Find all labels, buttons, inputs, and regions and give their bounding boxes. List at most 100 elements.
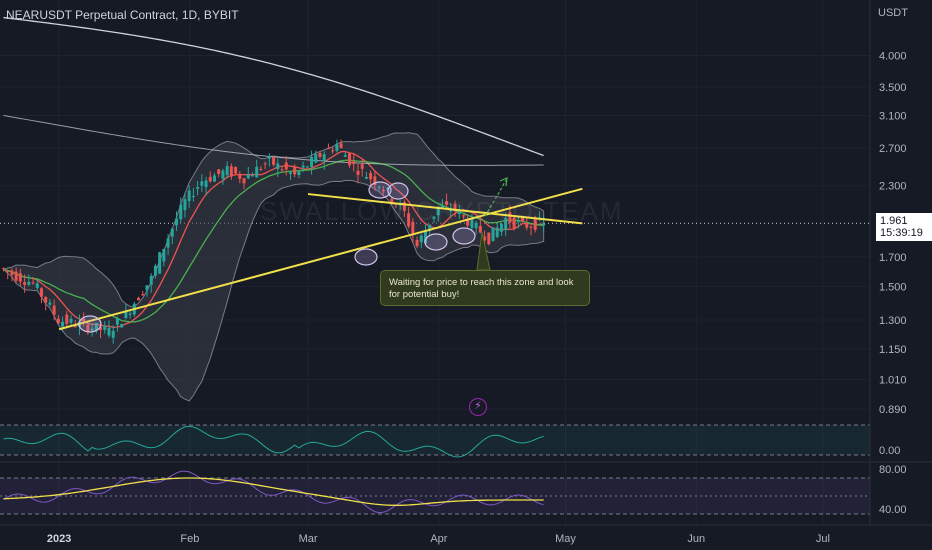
candle xyxy=(65,310,69,329)
candle xyxy=(31,276,35,285)
candle xyxy=(466,214,470,228)
x-tick-label: May xyxy=(555,533,576,545)
candle xyxy=(381,185,385,196)
candle xyxy=(407,206,411,229)
candle xyxy=(457,204,461,220)
touch-markers xyxy=(78,181,476,333)
candle xyxy=(145,285,149,297)
candle xyxy=(27,274,31,287)
indicator1-zone xyxy=(0,425,870,455)
candle xyxy=(326,143,330,149)
touch-marker xyxy=(368,181,392,199)
candle xyxy=(322,151,326,170)
candle xyxy=(44,296,48,311)
candle xyxy=(90,323,94,337)
candle xyxy=(137,296,141,301)
candle xyxy=(200,174,204,192)
candle xyxy=(94,322,98,334)
candle xyxy=(310,150,314,175)
watermark: SWALLOW CRYPTO TEAM xyxy=(260,196,624,226)
y-tick-label: 2.300 xyxy=(879,181,907,193)
candle xyxy=(246,166,250,180)
candle xyxy=(234,166,238,175)
x-tick-label: Apr xyxy=(430,533,447,545)
candle xyxy=(69,315,73,327)
candle xyxy=(487,232,491,246)
trendlines xyxy=(58,177,583,331)
x-tick-label: Jun xyxy=(687,533,705,545)
candle xyxy=(229,163,233,180)
candle xyxy=(478,219,482,234)
candle xyxy=(516,216,520,229)
x-tick-label: 2023 xyxy=(47,533,71,545)
candle xyxy=(250,172,254,177)
candle xyxy=(276,158,280,178)
candle xyxy=(259,166,263,172)
candle xyxy=(512,216,516,231)
y-tick-label: 2.700 xyxy=(879,143,907,155)
touch-marker xyxy=(354,248,378,266)
candle xyxy=(474,220,478,235)
candle xyxy=(255,159,259,178)
annotation-note[interactable]: Waiting for price to reach this zone and… xyxy=(380,270,590,306)
candle xyxy=(525,216,529,231)
candle xyxy=(10,268,14,282)
y-tick-label: 1.150 xyxy=(879,344,907,356)
candle xyxy=(221,168,225,185)
candle xyxy=(56,314,60,325)
y-tick-label: 0.890 xyxy=(879,404,907,416)
candle xyxy=(86,322,90,336)
candle xyxy=(280,166,284,172)
candle xyxy=(440,199,444,209)
y-tick-label: 1.500 xyxy=(879,281,907,293)
candle xyxy=(432,216,436,223)
candle xyxy=(288,171,292,180)
candle xyxy=(204,176,208,196)
y-tick-label: 4.000 xyxy=(879,51,907,63)
touch-marker xyxy=(452,227,476,245)
trendline-resistance[interactable] xyxy=(307,193,583,225)
touch-marker xyxy=(387,182,409,200)
candle xyxy=(162,248,166,267)
candle xyxy=(191,188,195,202)
candle xyxy=(415,236,419,248)
ma-fast-line xyxy=(3,150,544,329)
indicator1-tick-label: 0.00 xyxy=(879,445,900,457)
candle xyxy=(187,185,191,208)
candle xyxy=(14,267,18,283)
candle xyxy=(411,217,415,243)
time-axis: 2023 Feb Mar Apr May Jun Jul xyxy=(0,524,932,545)
candle xyxy=(495,222,499,239)
candle xyxy=(175,211,179,231)
y-tick-label: 1.010 xyxy=(879,374,907,386)
indicator2-tick-label: 80.00 xyxy=(879,464,907,476)
candle xyxy=(436,206,440,222)
candle xyxy=(183,192,187,218)
candle xyxy=(348,152,352,168)
candle xyxy=(314,150,318,164)
price-axis: 4.000 3.500 3.100 2.700 2.300 1.700 1.500 1.300… xyxy=(869,0,908,525)
candle xyxy=(373,170,377,191)
candle xyxy=(35,279,39,290)
candle xyxy=(352,153,356,172)
candle xyxy=(23,274,27,293)
candle xyxy=(284,156,288,176)
candlesticks xyxy=(2,139,546,344)
candle xyxy=(99,326,103,339)
last-price: 1.961 xyxy=(880,215,908,227)
candle xyxy=(318,150,322,159)
candle xyxy=(170,227,174,245)
ma-slow-line xyxy=(3,16,544,157)
trendline-support[interactable] xyxy=(58,187,583,331)
candle xyxy=(331,146,335,154)
last-price-tag: 1.961 15:39:19 xyxy=(876,213,932,241)
touch-marker xyxy=(78,315,102,333)
candle xyxy=(153,263,157,279)
touch-marker xyxy=(424,233,448,251)
currency-label: USDT xyxy=(878,7,908,19)
candle xyxy=(39,287,43,304)
candle xyxy=(305,165,309,169)
candle xyxy=(445,193,449,207)
lightning-icon[interactable]: ⚡ xyxy=(469,398,487,416)
